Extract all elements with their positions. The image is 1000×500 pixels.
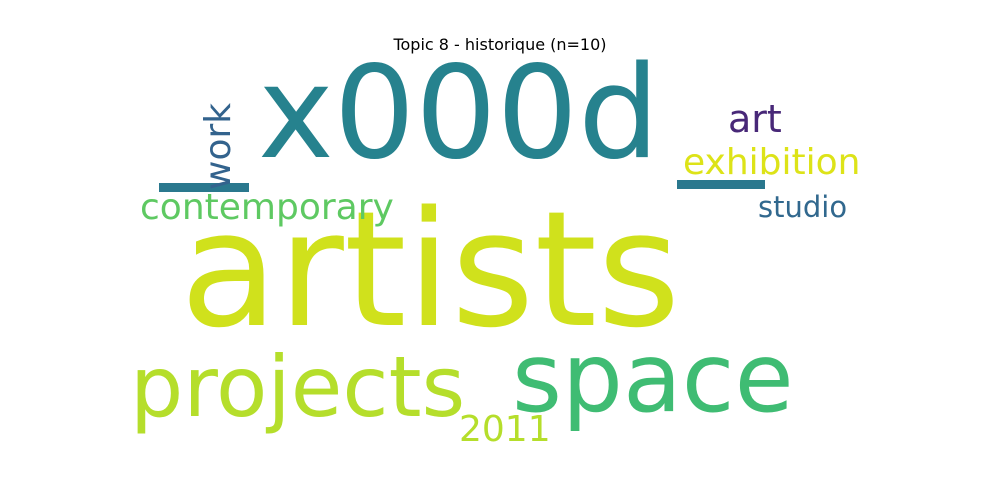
word-contemporary: contemporary	[140, 187, 394, 228]
word-artists: artists	[180, 176, 681, 363]
word-space: space	[512, 322, 794, 434]
underscore-mark	[159, 183, 249, 192]
word-exhibition: exhibition	[683, 142, 861, 183]
word-projects: projects	[130, 338, 466, 436]
word-work: work	[198, 102, 239, 190]
underscore-mark	[677, 180, 765, 189]
word-art: art	[728, 97, 782, 141]
word-2011: 2011	[459, 409, 551, 450]
word-x000d: x000d	[258, 39, 660, 188]
word-studio: studio	[758, 190, 848, 224]
chart-title: Topic 8 - historique (n=10)	[393, 35, 607, 54]
